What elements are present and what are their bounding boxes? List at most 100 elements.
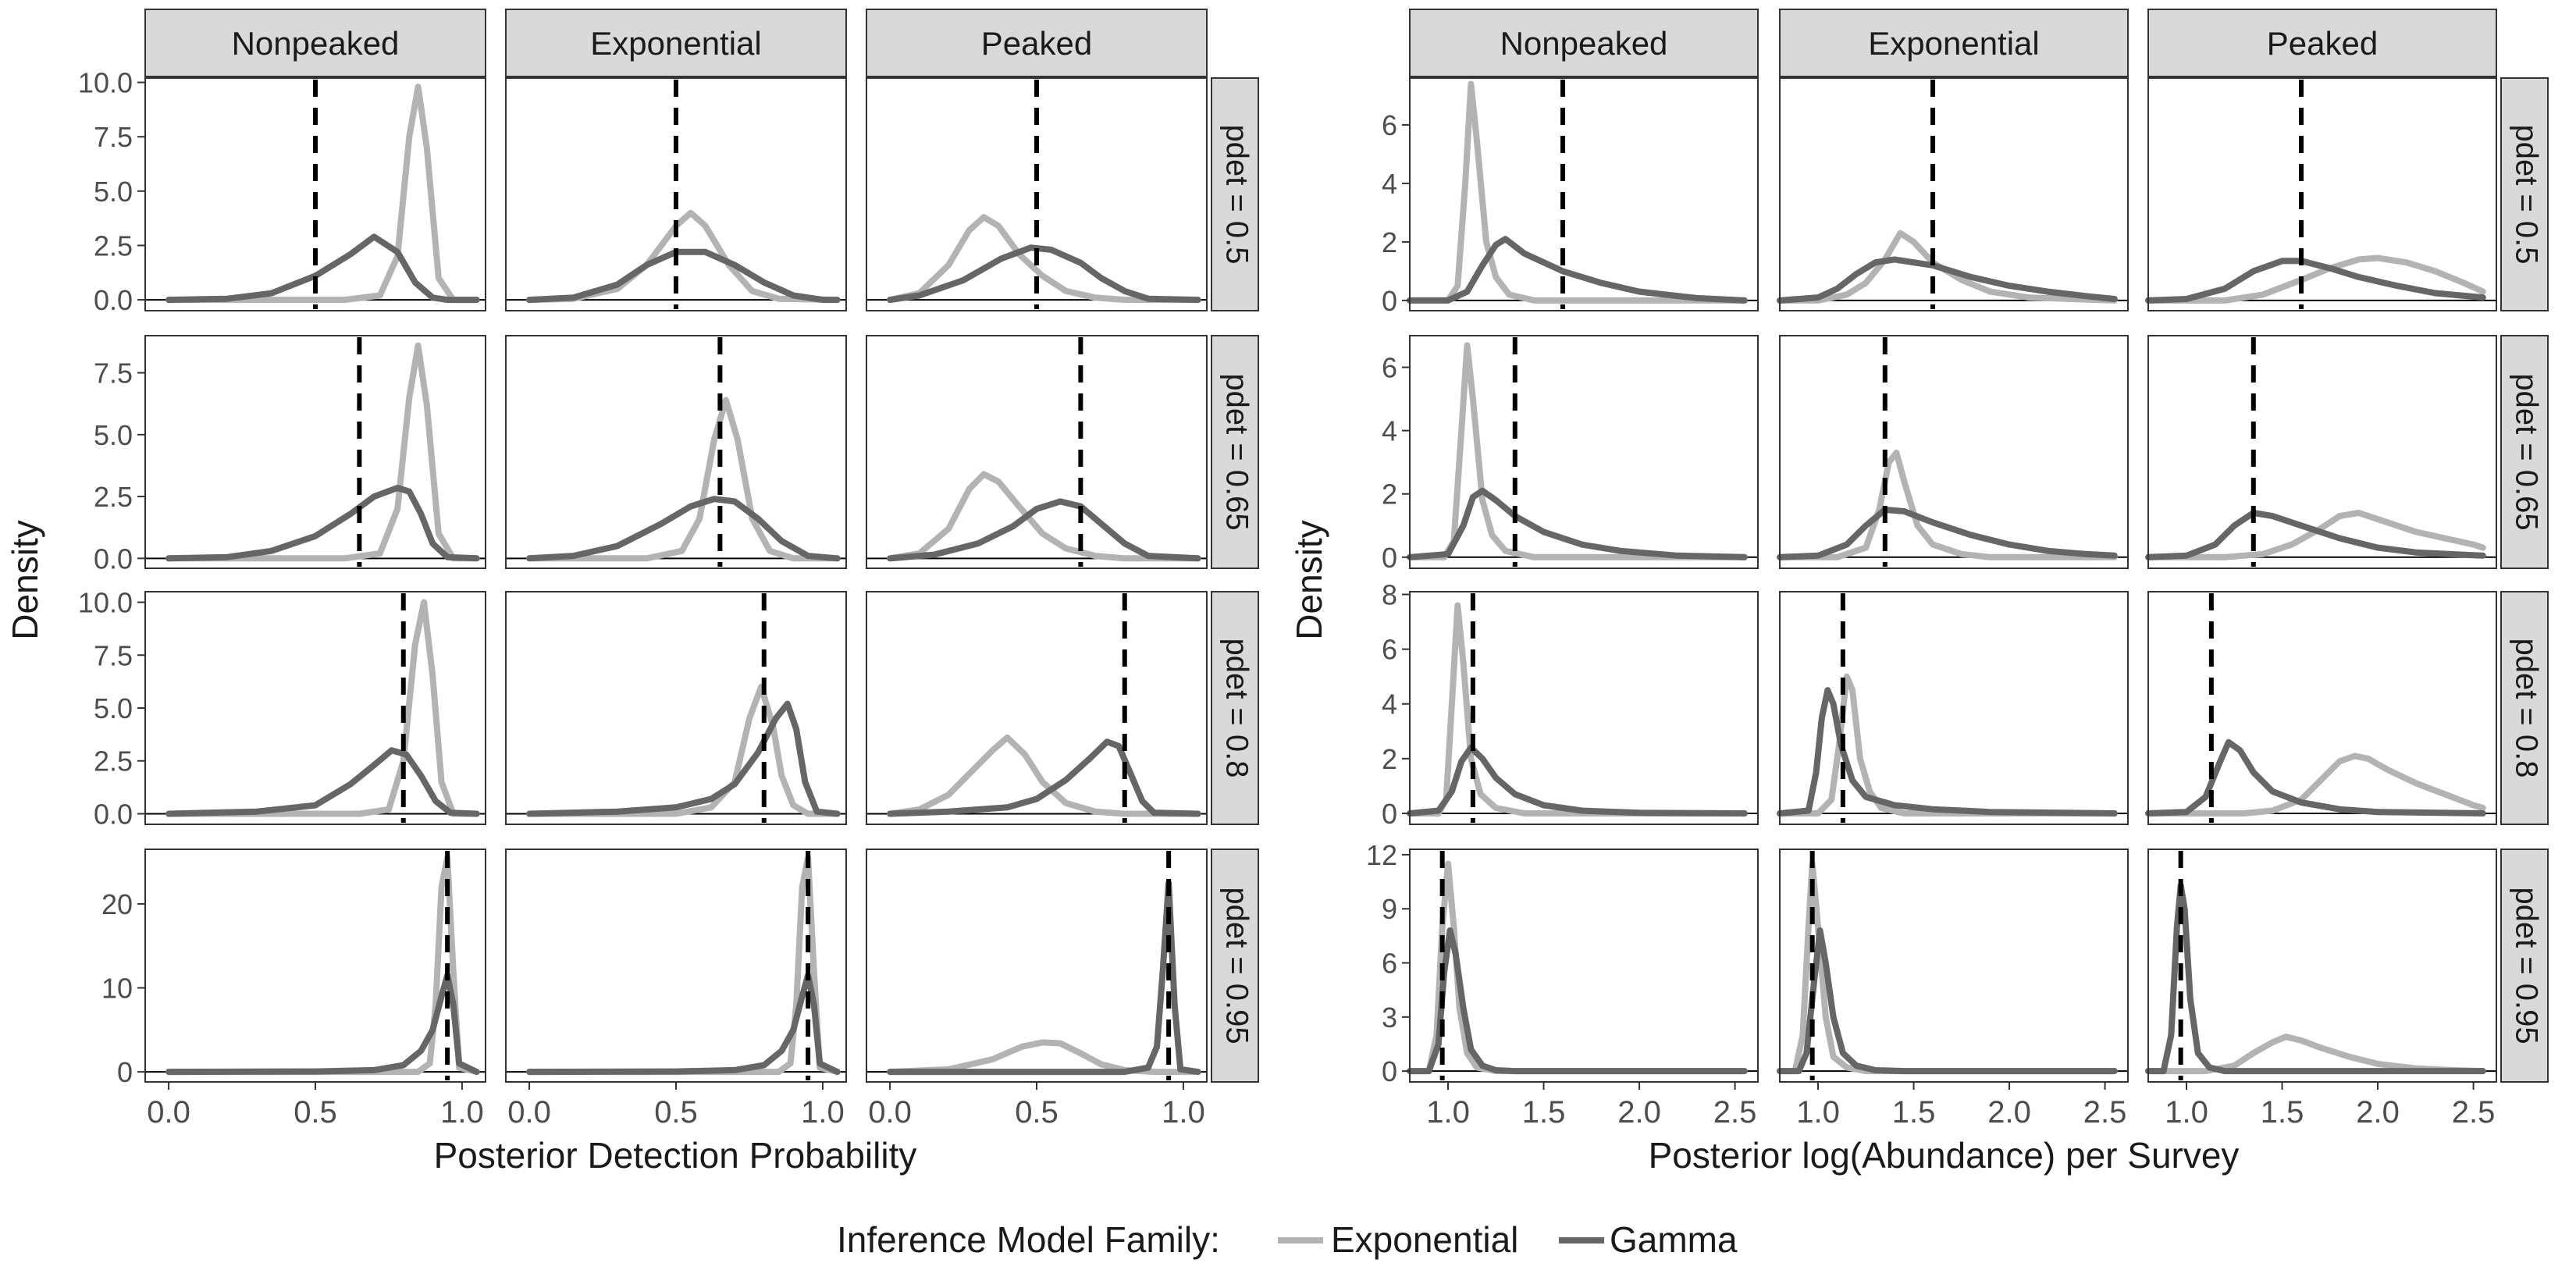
panel-border	[2147, 335, 2497, 569]
facet-label-nonpeaked: Nonpeaked	[232, 25, 400, 62]
row-label-pdet-0-8: pdet = 0.8	[2509, 638, 2543, 777]
panel-border	[866, 591, 1208, 825]
panel-border	[505, 591, 847, 825]
density-curve-exponential	[1407, 602, 1748, 817]
density-curve-exponential	[526, 683, 841, 817]
density-curve-gamma	[165, 747, 480, 817]
density-curve-exponential	[2145, 753, 2486, 817]
density-curve-gamma	[1407, 744, 1748, 817]
panel-border	[1779, 77, 2129, 311]
density-curve-exponential	[1777, 229, 2118, 304]
panel-exponential-pdet-0-95: 1.0 1.5 2.0 2.5	[1777, 849, 2129, 1130]
y-tick-label: 0	[117, 1056, 133, 1088]
chart-group-2: Nonpeaked 0 2 4 6 0 2 4 6 0 2 4 6 8 0 3 6 9 12 1.0 1.5 2.0 2.5…	[1289, 9, 2549, 1176]
panel-nonpeaked-pdet-0-65: 0.0 2.5 5.0 7.5	[94, 335, 486, 575]
plot-area: Nonpeaked0.02.55.07.510.00.02.55.07.50.0…	[5, 9, 2549, 1176]
panel-peaked-pdet-0-95: 1.0 1.5 2.0 2.5	[2145, 849, 2497, 1130]
density-curve-gamma	[1777, 507, 2118, 560]
x-tick-label: 1.0	[440, 1095, 484, 1130]
y-tick-label: 0.0	[94, 284, 133, 316]
y-tick-label: 4	[1382, 168, 1397, 200]
density-curve-exponential	[165, 342, 480, 562]
y-axis-title: Density	[1289, 520, 1329, 639]
row-label-pdet-0-8: pdet = 0.8	[1219, 638, 1254, 777]
density-curve-gamma	[165, 972, 480, 1076]
row-strip-pdet-0-8	[2500, 591, 2549, 825]
density-curve-exponential	[526, 397, 841, 562]
panel-nonpeaked-pdet-0-8: 0.0 2.5 5.0 7.5 10.0	[78, 587, 486, 830]
density-curve-exponential	[1777, 860, 2118, 1075]
panel-nonpeaked-pdet-0-5: 0 2 4 6	[1382, 77, 1759, 317]
x-tick-label: 1.5	[2261, 1095, 2304, 1130]
x-tick-label: 2.0	[2356, 1095, 2400, 1130]
density-curve-gamma	[887, 498, 1201, 562]
y-tick-label: 10.0	[78, 67, 133, 99]
density-curve-exponential	[887, 214, 1201, 304]
y-tick-label: 0.0	[94, 798, 133, 830]
x-tick-label: 0.5	[654, 1095, 698, 1130]
density-curve-gamma	[1407, 927, 1748, 1075]
density-curve-exponential	[165, 599, 480, 817]
facet-label-exponential: Exponential	[1868, 25, 2040, 62]
x-axis-title: Posterior Detection Probability	[434, 1135, 917, 1176]
panel-border	[1779, 591, 2129, 825]
y-tick-label: 2.5	[94, 745, 133, 777]
y-tick-label: 4	[1382, 688, 1397, 720]
y-tick-label: 6	[1382, 109, 1397, 141]
row-label-pdet-0-5: pdet = 0.5	[2509, 124, 2543, 264]
y-tick-label: 0	[1382, 542, 1397, 574]
x-tick-label: 1.0	[1162, 1095, 1205, 1130]
y-tick-label: 8	[1382, 579, 1397, 611]
row-strip-pdet-0-65	[1211, 335, 1259, 569]
x-tick-label: 0.5	[294, 1095, 337, 1130]
x-tick-label: 2.5	[2452, 1095, 2496, 1130]
x-tick-label: 1.0	[801, 1095, 845, 1130]
density-curve-gamma	[165, 233, 480, 304]
panel-border	[866, 335, 1208, 569]
density-curve-gamma	[2145, 510, 2486, 560]
density-curve-gamma	[2145, 882, 2486, 1075]
panel-border	[866, 77, 1208, 311]
y-tick-label: 6	[1382, 352, 1397, 384]
facet-strip-nonpeaked	[1409, 9, 1759, 77]
row-strip-pdet-0-95	[2500, 849, 2549, 1083]
panel-peaked-pdet-0-65	[2145, 335, 2497, 569]
panel-border	[505, 335, 847, 569]
panel-border	[2147, 77, 2497, 311]
y-tick-label: 3	[1382, 1002, 1397, 1034]
row-label-pdet-0-95: pdet = 0.95	[2509, 887, 2543, 1044]
panel-nonpeaked-pdet-0-95: 0 3 6 9 12 1.0 1.5 2.0 2.5	[1366, 839, 1759, 1130]
row-label-pdet-0-65: pdet = 0.65	[2509, 373, 2543, 530]
panel-nonpeaked-pdet-0-95: 0 10 20 0.0 0.5 1.0	[101, 849, 486, 1130]
density-curve-exponential	[1777, 450, 2118, 560]
chart-group-1: Nonpeaked0.02.55.07.510.00.02.55.07.50.0…	[5, 9, 1259, 1176]
y-tick-label: 2	[1382, 479, 1397, 511]
density-curve-exponential	[2145, 254, 2486, 304]
panel-exponential-pdet-0-5	[1777, 77, 2129, 311]
panel-border	[505, 77, 847, 311]
y-tick-label: 4	[1382, 415, 1397, 447]
density-curve-exponential	[2145, 510, 2486, 560]
density-curve-gamma	[165, 485, 480, 562]
facet-label-nonpeaked: Nonpeaked	[1500, 25, 1668, 62]
x-axis-title: Posterior log(Abundance) per Survey	[1649, 1135, 2240, 1176]
y-tick-label: 5.0	[94, 176, 133, 208]
panel-nonpeaked-pdet-0-8: 0 2 4 6 8	[1382, 579, 1759, 830]
y-tick-label: 2.5	[94, 229, 133, 262]
density-curve-gamma	[526, 700, 841, 817]
x-tick-label: 1.5	[1522, 1095, 1566, 1130]
x-tick-label: 0.0	[147, 1095, 190, 1130]
row-strip-pdet-0-8	[1211, 591, 1259, 825]
density-curve-gamma	[2145, 258, 2486, 304]
row-label-pdet-0-5: pdet = 0.5	[1219, 124, 1254, 264]
x-tick-label: 0.0	[868, 1095, 912, 1130]
y-tick-label: 0	[1382, 285, 1397, 317]
density-curve-exponential	[887, 471, 1201, 562]
facet-strip-peaked	[866, 9, 1208, 77]
legend: Inference Model Family: Exponential Gamm…	[837, 1219, 1738, 1260]
row-strip-pdet-0-5	[2500, 77, 2549, 311]
panel-border	[1779, 849, 2129, 1083]
density-curve-exponential	[1777, 673, 2118, 817]
facet-strip-nonpeaked	[144, 9, 486, 77]
